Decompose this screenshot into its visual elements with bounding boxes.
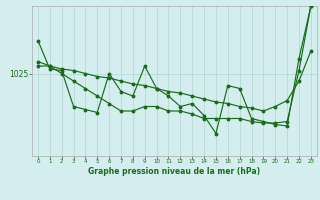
X-axis label: Graphe pression niveau de la mer (hPa): Graphe pression niveau de la mer (hPa) <box>88 167 260 176</box>
